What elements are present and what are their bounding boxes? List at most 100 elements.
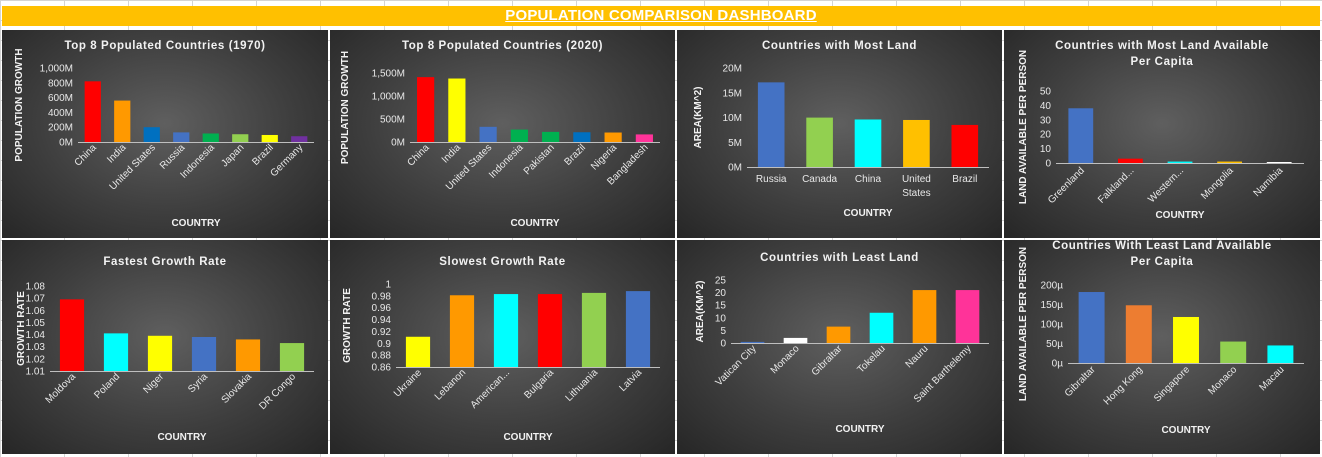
category-label: China	[73, 142, 100, 169]
bar[interactable]	[1118, 158, 1143, 163]
category-label: Lebanon	[433, 367, 468, 402]
bar[interactable]	[114, 100, 131, 142]
y-tick-label: 20	[715, 288, 727, 299]
bar[interactable]	[291, 136, 308, 142]
y-tick-label: 1,000M	[40, 64, 73, 75]
category-label: Macau	[1258, 364, 1287, 393]
bar[interactable]	[202, 133, 219, 142]
category-label: Germany	[269, 142, 306, 179]
bar[interactable]	[783, 337, 808, 343]
y-tick-label: 15	[715, 301, 727, 312]
category-label: DR Congo	[257, 371, 298, 412]
chart-panel-2[interactable]: Top 8 Populated Countries (2020) 0M 500M 1,…	[330, 30, 675, 238]
bar[interactable]	[1173, 316, 1199, 363]
bar[interactable]	[951, 124, 979, 167]
chart-panel-1[interactable]: Top 8 Populated Countries (1970) 0M 200M 40…	[2, 30, 328, 238]
y-tick-label: 1.01	[26, 367, 46, 378]
y-tick-label: 1.08	[26, 282, 46, 293]
x-axis-title: COUNTRY	[510, 218, 559, 229]
bar[interactable]	[806, 117, 833, 167]
bar[interactable]	[1266, 162, 1292, 163]
y-tick-label: 10	[715, 313, 727, 324]
chart-title: Top 8 Populated Countries (2020)	[402, 40, 603, 52]
chart-panel-6[interactable]: Slowest Growth Rate 0.86 0.88 0.9 0.92 0.94 0.…	[330, 240, 675, 454]
bar[interactable]	[84, 81, 101, 142]
chart-title: Fastest Growth Rate	[103, 256, 226, 268]
bar[interactable]	[173, 132, 190, 142]
category-label: Monaco	[1206, 364, 1239, 397]
chart-svg: Countries with Most Land Available Per Ca…	[1018, 40, 1304, 221]
chart-panel-7[interactable]: Countries with Least Land 0 5 10 15 20 25 Vatic…	[677, 240, 1002, 454]
bar[interactable]	[261, 134, 278, 142]
bar[interactable]	[581, 292, 607, 367]
category-label: Ukraine	[392, 367, 424, 399]
bar[interactable]	[542, 131, 560, 142]
bar[interactable]	[955, 290, 980, 343]
bar[interactable]	[191, 337, 217, 371]
bar[interactable]	[147, 335, 173, 371]
bar[interactable]	[1125, 305, 1152, 363]
bar[interactable]	[103, 333, 129, 371]
bar[interactable]	[1267, 345, 1294, 363]
category-label: Indonesia	[487, 142, 526, 181]
y-tick-label: 1.03	[26, 342, 46, 353]
chart-panel-4[interactable]: Countries with Most Land Available Per Ca…	[1004, 30, 1320, 238]
y-tick-label: 0µ	[1052, 359, 1064, 370]
chart-svg: Slowest Growth Rate0.860.880.90.920.940.…	[342, 256, 660, 443]
bar[interactable]	[740, 341, 765, 343]
y-tick-label: 0.96	[372, 303, 392, 314]
bar[interactable]	[493, 294, 519, 367]
bar[interactable]	[449, 295, 475, 367]
y-tick-label: 1	[385, 280, 391, 291]
bar[interactable]	[479, 126, 497, 142]
y-tick-label: 20M	[723, 64, 742, 75]
y-tick-label: 400M	[48, 108, 73, 119]
bar[interactable]	[903, 119, 930, 167]
y-tick-label: 30	[1040, 115, 1052, 126]
bar[interactable]	[869, 312, 894, 343]
bar[interactable]	[1068, 108, 1094, 163]
chart-panel-5[interactable]: Fastest Growth Rate 1.01 1.02 1.03 1.04 1.05 1…	[2, 240, 328, 454]
category-label: Hong Kong	[1102, 364, 1145, 407]
bar[interactable]	[757, 82, 785, 167]
y-tick-label: 0.94	[372, 315, 392, 326]
y-tick-label: 200M	[48, 123, 73, 134]
chart-svg: Fastest Growth Rate1.011.021.031.041.051…	[16, 256, 314, 443]
bar[interactable]	[59, 299, 85, 371]
y-tick-label: 20	[1040, 130, 1052, 141]
chart-panel-8[interactable]: Countries With Least Land Available Per C…	[1004, 240, 1320, 454]
category-label: Vatican City	[714, 343, 759, 388]
category-label: China	[855, 174, 882, 185]
bar[interactable]	[279, 343, 305, 371]
y-tick-label: 1.04	[26, 330, 46, 341]
bar[interactable]	[537, 294, 563, 367]
category-label: Monaco	[769, 343, 802, 376]
bar[interactable]	[510, 129, 528, 142]
bar[interactable]	[1167, 161, 1193, 163]
bar[interactable]	[448, 78, 466, 142]
category-label: Bulgaria	[522, 367, 556, 401]
category-label: Russia	[756, 174, 787, 185]
y-tick-label: 100µ	[1041, 320, 1064, 331]
bar[interactable]	[232, 134, 249, 142]
y-tick-label: 40	[1040, 101, 1052, 112]
chart-panel-3[interactable]: Countries with Most Land 0M 5M 10M 15M 20M Rus…	[677, 30, 1002, 238]
bar[interactable]	[417, 77, 435, 142]
bar[interactable]	[405, 336, 431, 367]
bar[interactable]	[1078, 292, 1105, 363]
bar[interactable]	[1217, 161, 1242, 163]
bar[interactable]	[826, 326, 851, 343]
bar[interactable]	[143, 127, 160, 142]
bar[interactable]	[235, 339, 261, 371]
y-tick-label: 0.98	[372, 291, 392, 302]
bar[interactable]	[625, 291, 651, 367]
bar[interactable]	[1220, 341, 1247, 363]
bar[interactable]	[635, 134, 653, 142]
y-tick-label: 50	[1040, 87, 1052, 98]
bar[interactable]	[854, 119, 882, 167]
chart-svg: Countries With Least Land Available Per C…	[1018, 240, 1304, 436]
x-axis-title: COUNTRY	[1161, 425, 1210, 436]
bar[interactable]	[912, 290, 937, 343]
bar[interactable]	[573, 132, 591, 142]
bar[interactable]	[604, 132, 622, 142]
